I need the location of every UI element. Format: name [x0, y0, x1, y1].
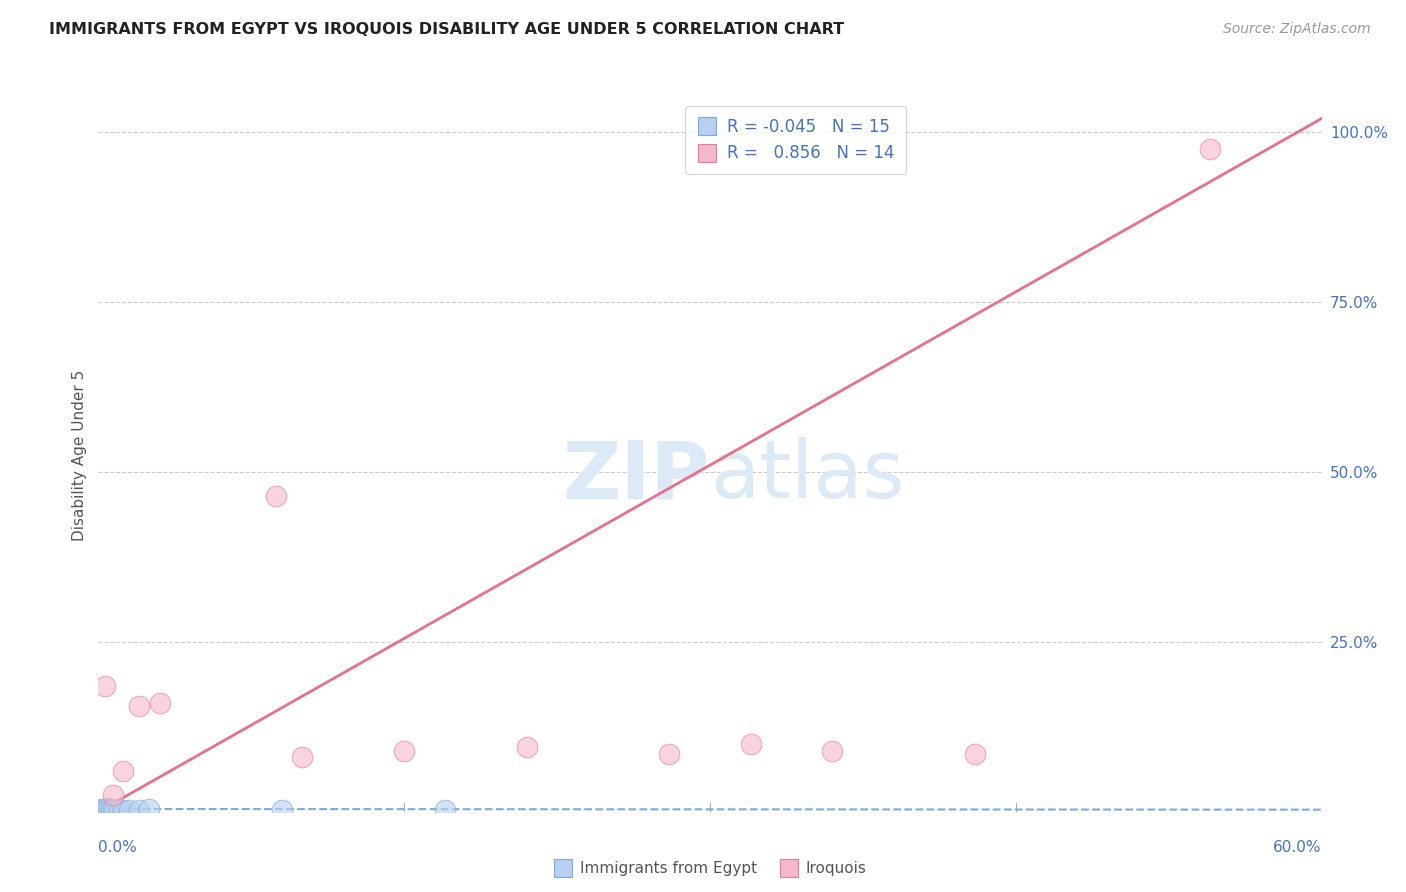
Point: [658, 747, 681, 761]
Point: [392, 743, 416, 757]
Point: [91, 802, 114, 816]
Point: [111, 803, 134, 817]
Point: [821, 743, 844, 757]
Point: [96, 801, 118, 815]
Point: [740, 737, 762, 751]
Point: [104, 803, 127, 817]
Point: [291, 750, 314, 764]
Text: ZIP: ZIP: [562, 437, 710, 516]
Point: [516, 740, 538, 755]
Legend: Immigrants from Egypt, Iroquois: Immigrants from Egypt, Iroquois: [547, 855, 873, 882]
Point: [93, 679, 115, 693]
Point: [264, 489, 287, 503]
Point: [434, 803, 457, 817]
Point: [965, 747, 987, 761]
Y-axis label: Disability Age Under 5: Disability Age Under 5: [72, 369, 87, 541]
Point: [138, 802, 160, 816]
Point: [128, 699, 150, 714]
Point: [128, 803, 150, 817]
Point: [97, 802, 120, 816]
Point: [89, 803, 111, 817]
Point: [270, 803, 294, 817]
Point: [118, 803, 141, 817]
Text: IMMIGRANTS FROM EGYPT VS IROQUOIS DISABILITY AGE UNDER 5 CORRELATION CHART: IMMIGRANTS FROM EGYPT VS IROQUOIS DISABI…: [49, 22, 845, 37]
Point: [108, 803, 131, 817]
Point: [93, 803, 115, 817]
Point: [101, 788, 124, 802]
Text: atlas: atlas: [710, 437, 904, 516]
Point: [111, 764, 134, 778]
Point: [100, 803, 122, 817]
Point: [101, 802, 124, 816]
Point: [149, 696, 172, 710]
Text: 60.0%: 60.0%: [1274, 840, 1322, 855]
Point: [1198, 142, 1220, 156]
Text: Source: ZipAtlas.com: Source: ZipAtlas.com: [1223, 22, 1371, 37]
Text: 0.0%: 0.0%: [98, 840, 138, 855]
